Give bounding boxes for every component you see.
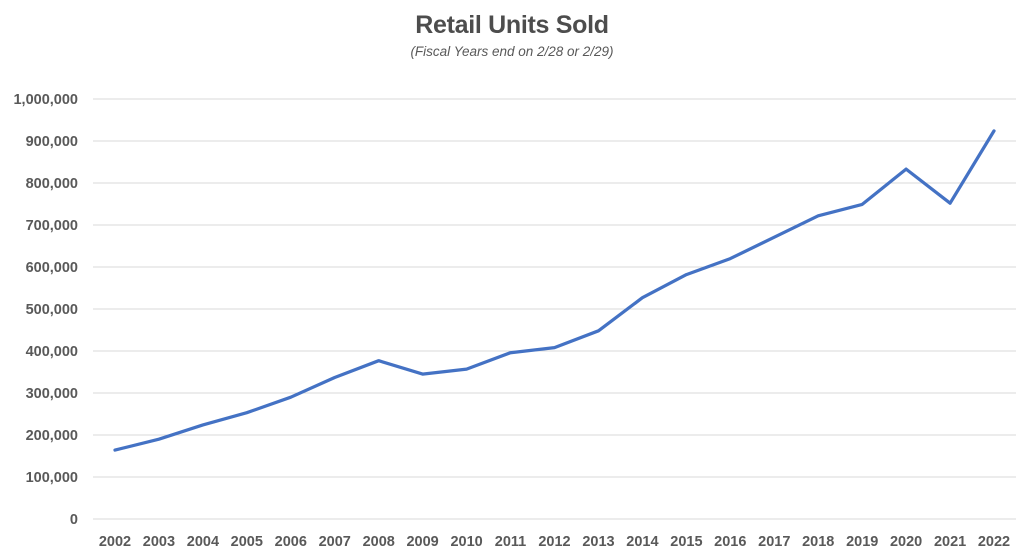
x-axis-tick-label: 2016 [714, 534, 746, 550]
x-axis-tick-label: 2022 [978, 534, 1010, 550]
x-axis-tick-label: 2008 [363, 534, 395, 550]
series-line [113, 129, 996, 452]
x-axis-tick-label: 2018 [802, 534, 834, 550]
x-axis-tick-label: 2005 [231, 534, 263, 550]
x-axis-tick-label: 2007 [319, 534, 351, 550]
y-axis-tick-label: 600,000 [26, 260, 78, 276]
x-axis-tick-label: 2009 [406, 534, 438, 550]
x-axis-tick-label: 2019 [846, 534, 878, 550]
x-axis-tick-label: 2006 [275, 534, 307, 550]
x-axis-tick-label: 2017 [758, 534, 790, 550]
x-axis-tick-label: 2015 [670, 534, 702, 550]
y-axis-tick-label: 800,000 [26, 176, 78, 192]
y-axis-tick-label: 1,000,000 [13, 92, 78, 108]
x-axis-tick-label: 2014 [626, 534, 658, 550]
chart-title: Retail Units Sold [415, 11, 609, 39]
x-axis-tick-label: 2004 [187, 534, 219, 550]
x-axis-tick-label: 2010 [450, 534, 482, 550]
x-axis-tick-label: 2003 [143, 534, 175, 550]
x-axis-tick-label: 2013 [582, 534, 614, 550]
y-axis-tick-label: 500,000 [26, 302, 78, 318]
y-axis-tick-label: 100,000 [26, 470, 78, 486]
x-axis-tick-label: 2021 [934, 534, 966, 550]
y-axis-tick-label: 300,000 [26, 386, 78, 402]
y-axis-tick-label: 900,000 [26, 134, 78, 150]
plot-layer: 0 100,000 200,000 300,000 400,000 500,000 600,… [13, 92, 1016, 550]
x-axis-tick-label: 2002 [99, 534, 131, 550]
y-axis-tick-label: 400,000 [26, 344, 78, 360]
y-axis-tick-label: 700,000 [26, 218, 78, 234]
y-axis-tick-label: 0 [70, 512, 78, 528]
x-axis-tick-label: 2020 [890, 534, 922, 550]
y-axis-tick-label: 200,000 [26, 428, 78, 444]
chart-subtitle: (Fiscal Years end on 2/28 or 2/29) [410, 44, 613, 59]
x-axis-tick-label: 2012 [538, 534, 570, 550]
x-axis-tick-label: 2011 [495, 534, 526, 550]
